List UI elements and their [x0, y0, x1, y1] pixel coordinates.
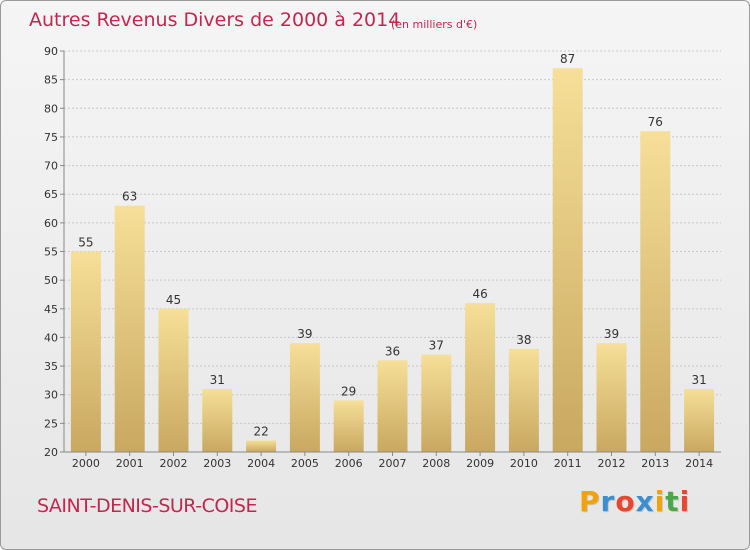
x-tick-label: 2000 — [72, 457, 100, 470]
data-label: 29 — [341, 384, 356, 398]
x-tick-label: 2003 — [203, 457, 231, 470]
data-label: 39 — [604, 327, 619, 341]
logo-letter: x — [635, 485, 655, 518]
y-tick-label: 80 — [44, 102, 58, 115]
x-tick-label: 2008 — [422, 457, 450, 470]
data-label: 37 — [429, 339, 444, 353]
bar-2002 — [158, 308, 189, 452]
bar-2014 — [684, 388, 715, 452]
y-tick-label: 30 — [44, 389, 58, 402]
bar-2004 — [246, 440, 277, 452]
bar-2007 — [377, 360, 408, 452]
data-label: 76 — [648, 115, 663, 129]
bar-2001 — [114, 205, 145, 452]
bar-2005 — [289, 343, 320, 452]
bar-2012 — [596, 343, 627, 452]
bar-2013 — [640, 131, 671, 452]
bar-2003 — [202, 388, 233, 452]
logo-letter: o — [615, 485, 636, 518]
data-label: 38 — [516, 333, 531, 347]
y-tick-label: 70 — [44, 160, 58, 173]
data-label: 45 — [166, 293, 181, 307]
x-tick-label: 2010 — [510, 457, 538, 470]
chart-title: Autres Revenus Divers de 2000 à 2014 — [29, 9, 401, 31]
commune-name: SAINT-DENIS-SUR-COISE — [37, 495, 257, 517]
bar-2009 — [465, 303, 496, 452]
bar-2000 — [70, 251, 101, 452]
x-tick-label: 2009 — [466, 457, 494, 470]
data-label: 87 — [560, 52, 575, 66]
bar-2006 — [333, 400, 364, 452]
proxiti-logo: Proxiti — [579, 485, 690, 518]
y-tick-label: 90 — [44, 45, 58, 58]
y-tick-label: 60 — [44, 217, 58, 230]
y-tick-label: 85 — [44, 74, 58, 87]
y-tick-label: 20 — [44, 446, 58, 459]
x-tick-label: 2004 — [247, 457, 275, 470]
data-label: 63 — [122, 190, 137, 204]
x-tick-label: 2014 — [685, 457, 713, 470]
x-tick-label: 2012 — [598, 457, 626, 470]
bar-2011 — [552, 68, 583, 452]
data-label: 31 — [691, 373, 706, 387]
logo-letter: t — [665, 485, 680, 518]
logo-letter: P — [579, 485, 601, 518]
x-tick-label: 2007 — [379, 457, 407, 470]
chart-subtitle: (en milliers d'€) — [391, 18, 478, 31]
y-tick-label: 65 — [44, 188, 58, 201]
x-tick-label: 2001 — [116, 457, 144, 470]
y-tick-label: 50 — [44, 274, 58, 287]
x-tick-label: 2006 — [335, 457, 363, 470]
data-label: 31 — [210, 373, 225, 387]
logo-letter: i — [654, 485, 666, 518]
data-label: 22 — [253, 425, 268, 439]
y-tick-label: 35 — [44, 360, 58, 373]
x-tick-label: 2005 — [291, 457, 319, 470]
data-label: 39 — [297, 327, 312, 341]
bar-2008 — [421, 354, 452, 452]
data-label: 36 — [385, 344, 400, 358]
logo-letter: i — [679, 485, 691, 518]
logo-letter: r — [600, 485, 616, 518]
data-label: 46 — [472, 287, 487, 301]
y-tick-label: 45 — [44, 303, 58, 316]
x-tick-label: 2013 — [641, 457, 669, 470]
y-tick-label: 25 — [44, 417, 58, 430]
x-tick-label: 2011 — [554, 457, 582, 470]
data-label: 55 — [78, 236, 93, 250]
y-tick-label: 40 — [44, 331, 58, 344]
bar-2010 — [508, 348, 539, 452]
y-tick-label: 75 — [44, 131, 58, 144]
y-tick-label: 55 — [44, 246, 58, 259]
x-tick-label: 2002 — [160, 457, 188, 470]
